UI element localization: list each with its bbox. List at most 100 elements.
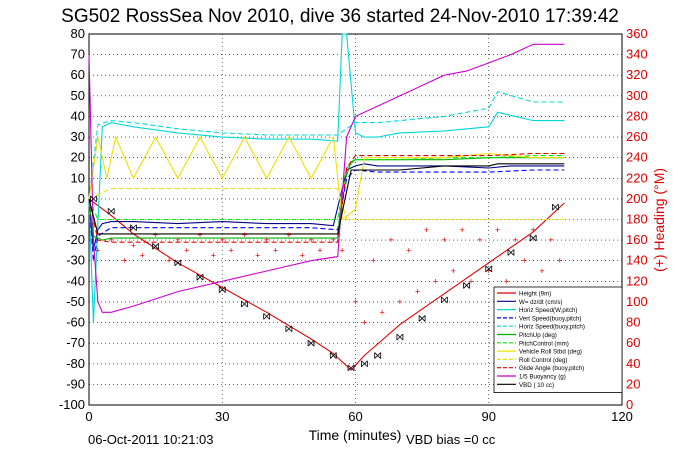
y-tick-label: 50 <box>71 88 85 103</box>
depth-marker <box>529 234 537 242</box>
y2-tick-label: 160 <box>626 232 648 247</box>
heading-point: + <box>331 235 336 245</box>
heading-point: + <box>264 235 269 245</box>
heading-point: + <box>95 245 100 255</box>
y-tick-label: -40 <box>66 273 85 288</box>
legend-label: Glide Angle (buoy,pitch) <box>519 365 584 372</box>
legend-label: Roll Control (deg) <box>519 357 568 364</box>
depth-marker <box>374 352 382 359</box>
heading-point: + <box>406 245 411 255</box>
left-axis: 80 70 60 50 40 30 20 10 0 -10 -20 -30 -40 -50 -60 -70 -8… <box>59 26 85 412</box>
depth-marker <box>107 207 115 215</box>
heading-point: + <box>255 251 260 261</box>
heading-point: + <box>557 256 562 266</box>
depth-marker <box>218 286 226 293</box>
heading-point: + <box>122 256 127 266</box>
depth-marker <box>485 265 493 273</box>
depth-marker <box>241 300 248 308</box>
y-tick-label: 40 <box>71 108 85 123</box>
y-tick-label: 60 <box>71 67 85 82</box>
heading-point: + <box>166 256 171 266</box>
legend: Height (9m)W= dz/dt (cm/s)Horiz Speed(W,… <box>493 286 623 393</box>
depth-marker <box>440 296 448 304</box>
depth-marker <box>196 273 204 281</box>
figure-title: SG502 RossSea Nov 2010, dive 36 started … <box>61 6 619 27</box>
depth-marker <box>360 360 368 368</box>
heading-point: + <box>286 230 291 240</box>
heading-point: + <box>153 230 158 240</box>
heading-point: + <box>300 251 305 261</box>
heading-point: + <box>317 245 322 255</box>
y2-tick-label: 120 <box>626 273 648 288</box>
heading-point: + <box>308 235 313 245</box>
series-line-4 <box>88 91 565 199</box>
heading-point: + <box>415 287 420 297</box>
y-tick-label: -80 <box>66 356 85 371</box>
y2-tick-label: 300 <box>626 88 648 103</box>
y2-tick-label: 200 <box>626 191 648 206</box>
y-tick-label: 10 <box>71 170 85 185</box>
y-tick-label: 70 <box>71 47 85 62</box>
heading-point: + <box>229 245 234 255</box>
y2-tick-label: 140 <box>626 253 648 268</box>
y-tick-label: -10 <box>66 212 85 227</box>
heading-point: + <box>197 230 202 240</box>
y-tick-label: 20 <box>71 150 85 165</box>
y2-tick-label: 340 <box>626 47 648 62</box>
heading-point: + <box>433 276 438 286</box>
heading-point: + <box>340 245 345 255</box>
depth-marker <box>285 325 293 333</box>
legend-label: PitchUp (deg) <box>519 332 557 339</box>
heading-point: + <box>397 297 402 307</box>
series-line-3 <box>88 169 565 261</box>
series-line-1 <box>88 163 565 251</box>
bottom-axis: 0 30 60 90 120 <box>85 409 632 424</box>
depth-marker <box>90 195 97 203</box>
heading-point: + <box>477 235 482 245</box>
heading-point: + <box>424 225 429 235</box>
series-line-5 <box>88 157 565 241</box>
heading-point: + <box>513 235 518 245</box>
depth-marker <box>174 259 182 267</box>
depth-marker <box>152 243 160 250</box>
series-line-9 <box>88 152 565 243</box>
y-tick-label: -70 <box>66 335 85 350</box>
y-tick-label: 0 <box>78 191 85 206</box>
heading-point: + <box>388 235 393 245</box>
depth-marker <box>396 333 404 341</box>
heading-point: + <box>531 225 536 235</box>
y2-tick-label: 260 <box>626 129 648 144</box>
series-line-8 <box>88 188 565 221</box>
depth-marker <box>130 224 137 232</box>
heading-point: + <box>220 235 225 245</box>
heading-point: + <box>468 276 473 286</box>
heading-point: + <box>442 235 447 245</box>
y2-tick-label: 320 <box>626 67 648 82</box>
heading-point: + <box>131 240 136 250</box>
footer-date: 06-Oct-2011 10:21:03 <box>88 432 214 447</box>
y2-tick-label: 60 <box>626 335 640 350</box>
depth-marker <box>329 352 337 359</box>
series-line-6 <box>88 155 565 221</box>
y-tick-label: -100 <box>59 397 85 412</box>
y2-tick-label: 180 <box>626 212 648 227</box>
series-line-0 <box>88 198 565 371</box>
heading-layer: ++++++++++++++++++++++++++++++++++++++++… <box>95 225 562 328</box>
heading-point: + <box>459 225 464 235</box>
legend-label: Height (9m) <box>519 291 551 298</box>
y-tick-label: -20 <box>66 232 85 247</box>
y2-tick-label: 40 <box>626 356 640 371</box>
depth-marker <box>551 203 559 211</box>
y-tick-label: 80 <box>71 26 85 41</box>
depth-marker <box>307 339 315 347</box>
depth-marker <box>347 364 355 372</box>
heading-point: + <box>548 235 553 245</box>
y-tick-label: -60 <box>66 315 85 330</box>
heading-point: + <box>242 230 247 240</box>
series-layer <box>88 33 565 371</box>
x-tick-label: 30 <box>215 409 229 424</box>
legend-label: PitchControl (mm) <box>519 340 569 347</box>
y2-tick-label: 0 <box>626 397 633 412</box>
heading-point: + <box>504 276 509 286</box>
heading-point: + <box>273 245 278 255</box>
